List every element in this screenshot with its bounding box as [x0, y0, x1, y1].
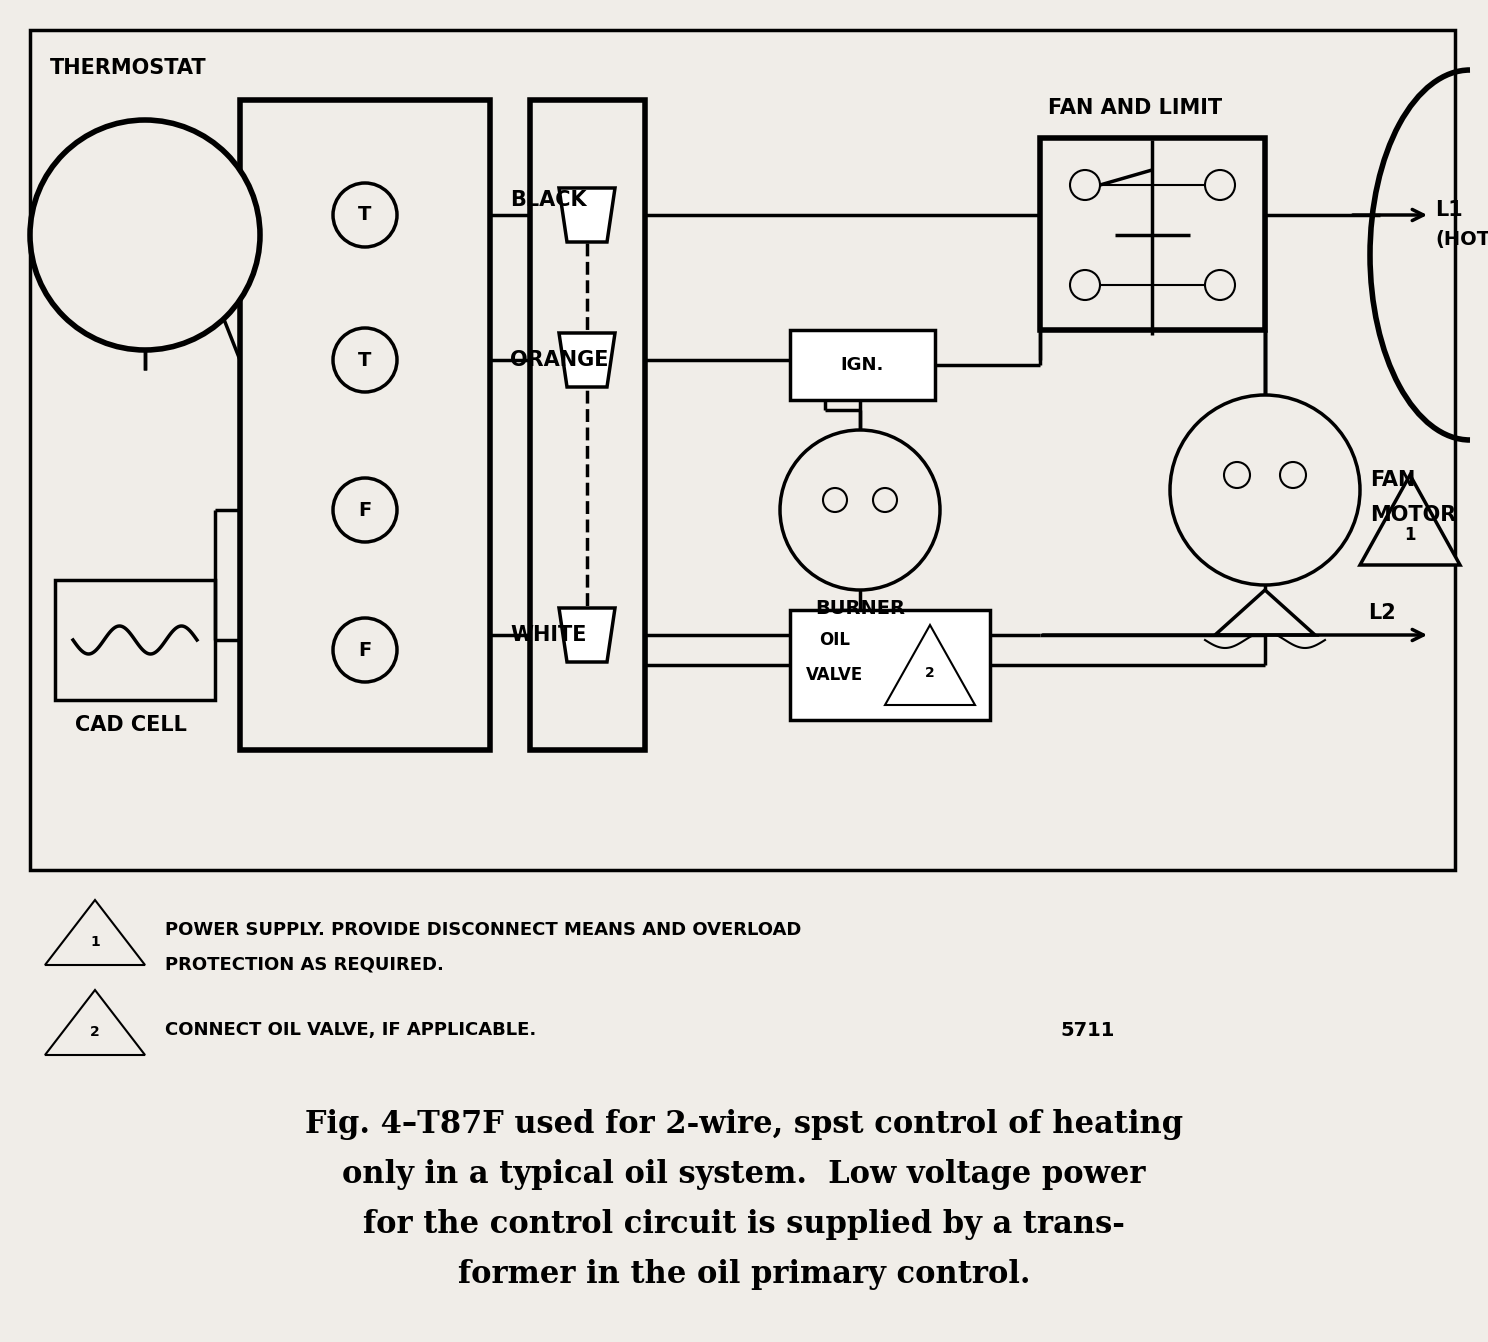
- Text: FAN: FAN: [1370, 470, 1415, 490]
- Text: L2: L2: [1367, 603, 1396, 623]
- Text: Fig. 4–T87F used for 2-wire, spst control of heating: Fig. 4–T87F used for 2-wire, spst contro…: [305, 1110, 1183, 1141]
- Polygon shape: [45, 990, 144, 1055]
- Text: only in a typical oil system.  Low voltage power: only in a typical oil system. Low voltag…: [342, 1159, 1146, 1190]
- Text: MOTOR: MOTOR: [1370, 505, 1457, 525]
- Text: ORANGE: ORANGE: [510, 350, 609, 370]
- Circle shape: [1070, 170, 1100, 200]
- Circle shape: [1205, 170, 1235, 200]
- Circle shape: [1280, 462, 1306, 488]
- Circle shape: [1225, 462, 1250, 488]
- Text: 1: 1: [91, 935, 100, 949]
- Circle shape: [1205, 270, 1235, 301]
- Text: 2: 2: [926, 666, 934, 680]
- Text: POWER SUPPLY. PROVIDE DISCONNECT MEANS AND OVERLOAD: POWER SUPPLY. PROVIDE DISCONNECT MEANS A…: [165, 921, 802, 939]
- Circle shape: [873, 488, 897, 513]
- Text: 5711: 5711: [1059, 1020, 1115, 1040]
- Circle shape: [333, 619, 397, 682]
- Bar: [30, 30, 1455, 870]
- Text: L1: L1: [1434, 200, 1463, 220]
- Text: THERMOSTAT: THERMOSTAT: [51, 58, 207, 78]
- Text: CAD CELL: CAD CELL: [74, 715, 187, 735]
- Text: BURNER: BURNER: [815, 599, 905, 617]
- Bar: [790, 611, 990, 721]
- Circle shape: [333, 327, 397, 392]
- Circle shape: [823, 488, 847, 513]
- Text: FAN AND LIMIT: FAN AND LIMIT: [1048, 98, 1222, 118]
- Text: CONNECT OIL VALVE, IF APPLICABLE.: CONNECT OIL VALVE, IF APPLICABLE.: [165, 1021, 536, 1039]
- Bar: [530, 101, 644, 750]
- Circle shape: [780, 429, 940, 590]
- Bar: [55, 580, 214, 701]
- Text: OIL: OIL: [820, 631, 851, 650]
- Text: WHITE: WHITE: [510, 625, 586, 646]
- Circle shape: [333, 478, 397, 542]
- Text: (HOT): (HOT): [1434, 231, 1488, 250]
- Text: T: T: [359, 205, 372, 224]
- Text: 2: 2: [91, 1025, 100, 1039]
- Bar: [790, 330, 934, 400]
- Polygon shape: [885, 625, 975, 705]
- Text: 1: 1: [1405, 526, 1415, 544]
- Text: F: F: [359, 640, 372, 659]
- Bar: [1040, 138, 1265, 330]
- Text: VALVE: VALVE: [806, 666, 863, 684]
- Text: F: F: [359, 501, 372, 519]
- Polygon shape: [1360, 475, 1460, 565]
- Circle shape: [30, 119, 260, 350]
- Circle shape: [333, 183, 397, 247]
- Polygon shape: [559, 333, 615, 386]
- Polygon shape: [45, 900, 144, 965]
- Bar: [240, 101, 490, 750]
- Polygon shape: [559, 608, 615, 662]
- Text: PROTECTION AS REQUIRED.: PROTECTION AS REQUIRED.: [165, 956, 443, 974]
- Circle shape: [1070, 270, 1100, 301]
- Text: T: T: [359, 350, 372, 369]
- Polygon shape: [559, 188, 615, 242]
- Text: IGN.: IGN.: [841, 356, 884, 374]
- Polygon shape: [1216, 590, 1315, 635]
- Text: for the control circuit is supplied by a trans-: for the control circuit is supplied by a…: [363, 1209, 1125, 1240]
- Circle shape: [1170, 395, 1360, 585]
- Text: former in the oil primary control.: former in the oil primary control.: [458, 1260, 1030, 1291]
- Text: BLACK: BLACK: [510, 191, 586, 209]
